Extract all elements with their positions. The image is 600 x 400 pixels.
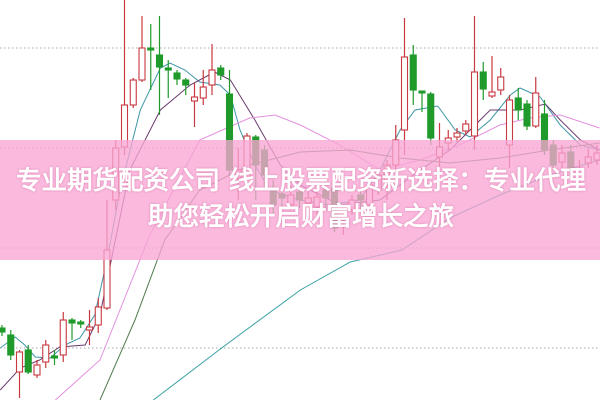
candle-down (77, 320, 85, 328)
candle-body (15, 351, 24, 373)
candle-up (94, 298, 102, 333)
candle-body (418, 90, 426, 94)
candle-up (453, 128, 461, 142)
candle-body (50, 355, 59, 359)
candle-body (523, 103, 531, 127)
candle-up (42, 340, 50, 368)
candle-down (0, 325, 6, 336)
candle-down (173, 70, 181, 85)
candle-body (532, 92, 540, 127)
candle-up (400, 18, 409, 155)
candle-up (470, 16, 479, 150)
candle-up (497, 68, 505, 95)
candle-up (85, 310, 94, 345)
candle-body (453, 132, 461, 138)
candle-body (59, 319, 67, 356)
candle-body (427, 93, 435, 139)
candle-down (50, 350, 59, 365)
candle-body (182, 79, 190, 86)
candle-down (217, 65, 225, 80)
candle-body (208, 69, 216, 86)
candle-down (514, 88, 522, 120)
candle-body (164, 67, 172, 71)
banner-title: 专业期货配资公司 线上股票配资新选择：专业代理助您轻松开启财富增长之旅 (16, 166, 586, 232)
candle-up (129, 78, 137, 108)
candle-body (147, 47, 155, 51)
candle-body (68, 319, 76, 324)
candle-down (479, 62, 487, 100)
candle-body (7, 334, 15, 356)
candle-up (208, 44, 216, 95)
candle-body (173, 72, 181, 80)
candle-down (24, 345, 32, 374)
candle-up (120, 0, 129, 155)
candle-body (400, 56, 409, 131)
candle-up (462, 120, 470, 135)
candle-body (85, 326, 94, 331)
candle-down (164, 60, 172, 98)
candle-down (147, 24, 155, 90)
candle-body (190, 96, 199, 102)
candle-up (59, 312, 67, 362)
candle-body (488, 91, 496, 97)
candle-body (199, 86, 207, 99)
candle-body (479, 71, 487, 90)
candle-body (129, 79, 137, 106)
candle-body (462, 123, 470, 132)
candle-down (409, 45, 417, 105)
candle-body (505, 99, 514, 146)
candle-body (217, 67, 225, 76)
candle-up (33, 360, 41, 378)
candle-down (427, 92, 435, 145)
candle-body (497, 76, 505, 91)
candle-body (0, 327, 6, 333)
candle-down (182, 78, 190, 95)
candle-body (77, 321, 85, 325)
candle-up (488, 56, 496, 98)
candle-body (42, 344, 50, 363)
candle-down (523, 100, 531, 130)
candle-down (7, 330, 15, 360)
candle-up (199, 70, 207, 105)
candle-down (68, 318, 76, 340)
candle-body (94, 306, 102, 326)
candle-body (155, 54, 164, 68)
candle-up (190, 83, 199, 127)
candle-up (138, 16, 146, 82)
candle-body (33, 364, 41, 376)
title-banner (0, 140, 600, 260)
candle-up (15, 350, 24, 398)
candle-body (470, 71, 479, 137)
candle-body (138, 47, 146, 81)
candle-body (24, 349, 32, 373)
candle-down (155, 16, 164, 115)
candle-body (514, 97, 522, 111)
candle-up (532, 77, 540, 128)
candle-body (409, 54, 417, 91)
candle-down (418, 90, 426, 112)
